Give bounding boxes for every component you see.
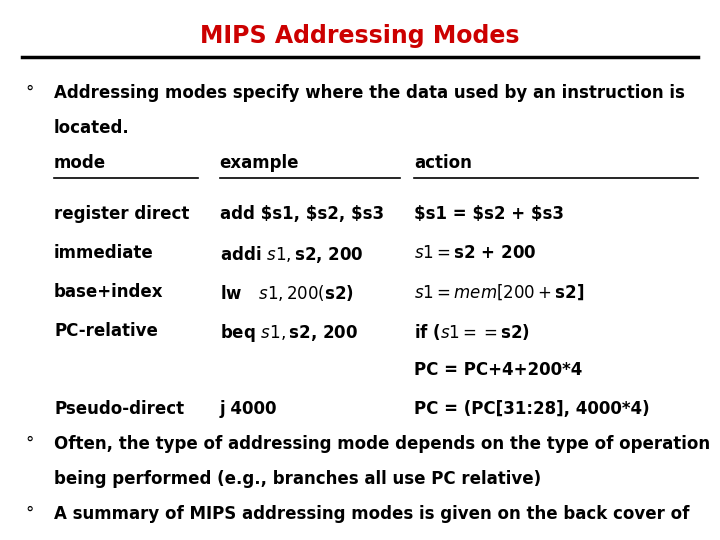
Text: $s1 = $s2 + $s3: $s1 = $s2 + $s3 xyxy=(414,205,564,223)
Text: action: action xyxy=(414,154,472,172)
Text: °: ° xyxy=(25,84,34,102)
Text: j 4000: j 4000 xyxy=(220,400,277,417)
Text: if ($s1 == $s2): if ($s1 == $s2) xyxy=(414,322,530,342)
Text: Often, the type of addressing mode depends on the type of operation: Often, the type of addressing mode depen… xyxy=(54,435,710,453)
Text: register direct: register direct xyxy=(54,205,189,223)
Text: addi $s1, $s2, 200: addi $s1, $s2, 200 xyxy=(220,244,364,265)
Text: located.: located. xyxy=(54,119,130,137)
Text: $s1 = $s2 + 200: $s1 = $s2 + 200 xyxy=(414,244,536,262)
Text: $s1 = mem[200 + $s2]: $s1 = mem[200 + $s2] xyxy=(414,283,585,302)
Text: base+index: base+index xyxy=(54,283,163,301)
Text: Pseudo-direct: Pseudo-direct xyxy=(54,400,184,417)
Text: mode: mode xyxy=(54,154,106,172)
Text: °: ° xyxy=(25,435,34,453)
Text: MIPS Addressing Modes: MIPS Addressing Modes xyxy=(200,24,520,48)
Text: PC = (PC[31:28], 4000*4): PC = (PC[31:28], 4000*4) xyxy=(414,400,649,417)
Text: PC = PC+4+200*4: PC = PC+4+200*4 xyxy=(414,361,582,379)
Text: lw   $s1, 200($s2): lw $s1, 200($s2) xyxy=(220,283,354,303)
Text: A summary of MIPS addressing modes is given on the back cover of: A summary of MIPS addressing modes is gi… xyxy=(54,505,689,523)
Text: being performed (e.g., branches all use PC relative): being performed (e.g., branches all use … xyxy=(54,470,541,488)
Text: immediate: immediate xyxy=(54,244,154,262)
Text: PC-relative: PC-relative xyxy=(54,322,158,340)
Text: °: ° xyxy=(25,505,34,523)
Text: beq $s1, $s2, 200: beq $s1, $s2, 200 xyxy=(220,322,358,344)
Text: example: example xyxy=(220,154,299,172)
Text: add $s1, $s2, $s3: add $s1, $s2, $s3 xyxy=(220,205,384,223)
Text: Addressing modes specify where the data used by an instruction is: Addressing modes specify where the data … xyxy=(54,84,685,102)
